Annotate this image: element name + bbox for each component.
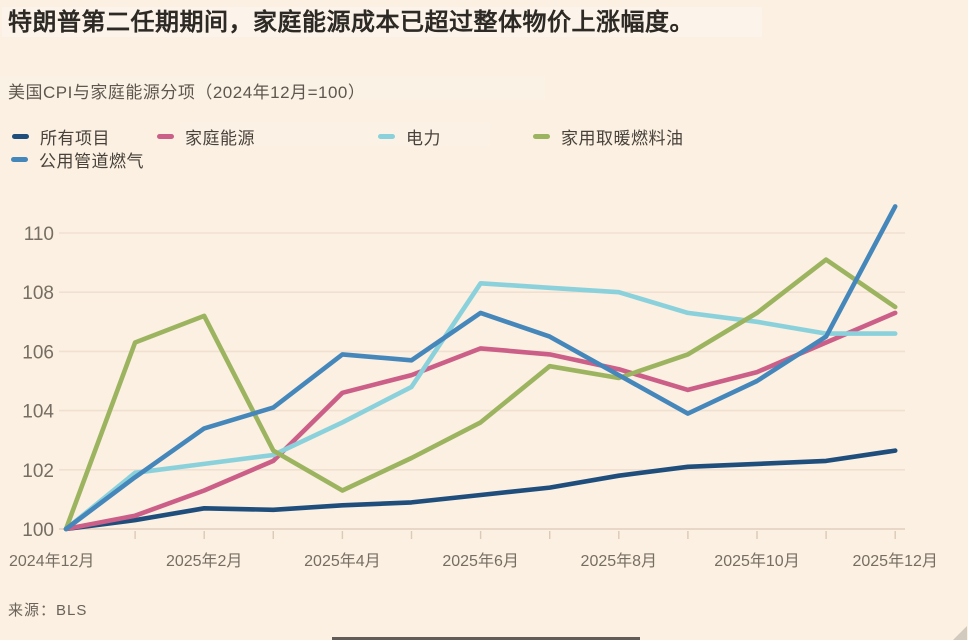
resize-corner-artifact	[953, 626, 967, 640]
x-tick-label: 2025年2月	[166, 552, 243, 570]
x-tick-label: 2025年12月	[852, 552, 937, 570]
x-tick-label: 2025年6月	[442, 552, 519, 570]
y-tick-label: 108	[22, 283, 54, 304]
x-tick-label: 2024年12月	[9, 552, 94, 570]
x-tick-label: 2025年4月	[304, 552, 381, 570]
x-tick-label: 2025年8月	[581, 552, 658, 570]
legend-item-household-energy: 家庭能源	[157, 125, 255, 148]
piped-gas-swatch-icon	[11, 156, 28, 162]
household-energy-swatch-icon	[157, 133, 174, 139]
y-tick-label: 100	[22, 520, 54, 541]
y-tick-label: 110	[24, 224, 54, 245]
y-tick-label: 102	[22, 461, 54, 482]
chart-subtitle: 美国CPI与家庭能源分项（2024年12月=100）	[8, 83, 366, 102]
electricity-swatch-icon	[378, 133, 395, 139]
legend-label-all-items: 所有项目	[40, 128, 110, 148]
legend-item-electricity: 电力	[378, 125, 441, 148]
legend-label-heating-fuel-oil: 家用取暖燃料油	[561, 128, 684, 148]
bottom-edge-artifact	[332, 637, 640, 640]
series-line-household-energy	[63, 310, 898, 532]
legend-label-household-energy: 家庭能源	[185, 128, 255, 148]
legend-label-electricity: 电力	[406, 128, 441, 148]
all-items-swatch-icon	[12, 133, 29, 139]
chart-headline: 特朗普第二任期期间，家庭能源成本已超过整体物价上涨幅度。	[8, 9, 694, 36]
y-tick-label: 106	[22, 342, 54, 363]
heating-fuel-oil-swatch-icon	[533, 133, 550, 139]
y-tick-label: 104	[22, 402, 54, 423]
x-tick-label: 2025年10月	[714, 552, 799, 570]
source-attribution: 来源：BLS	[8, 602, 88, 619]
legend-item-heating-fuel-oil: 家用取暖燃料油	[533, 125, 684, 148]
legend-item-all-items: 所有项目	[12, 125, 110, 148]
legend-label-piped-gas: 公用管道燃气	[39, 151, 144, 171]
series-line-heating-fuel-oil	[63, 257, 898, 532]
series-line-piped-gas	[63, 204, 898, 532]
legend-item-piped-gas: 公用管道燃气	[11, 148, 144, 171]
series-line-all-items	[63, 448, 898, 532]
series-line-electricity	[63, 280, 898, 532]
